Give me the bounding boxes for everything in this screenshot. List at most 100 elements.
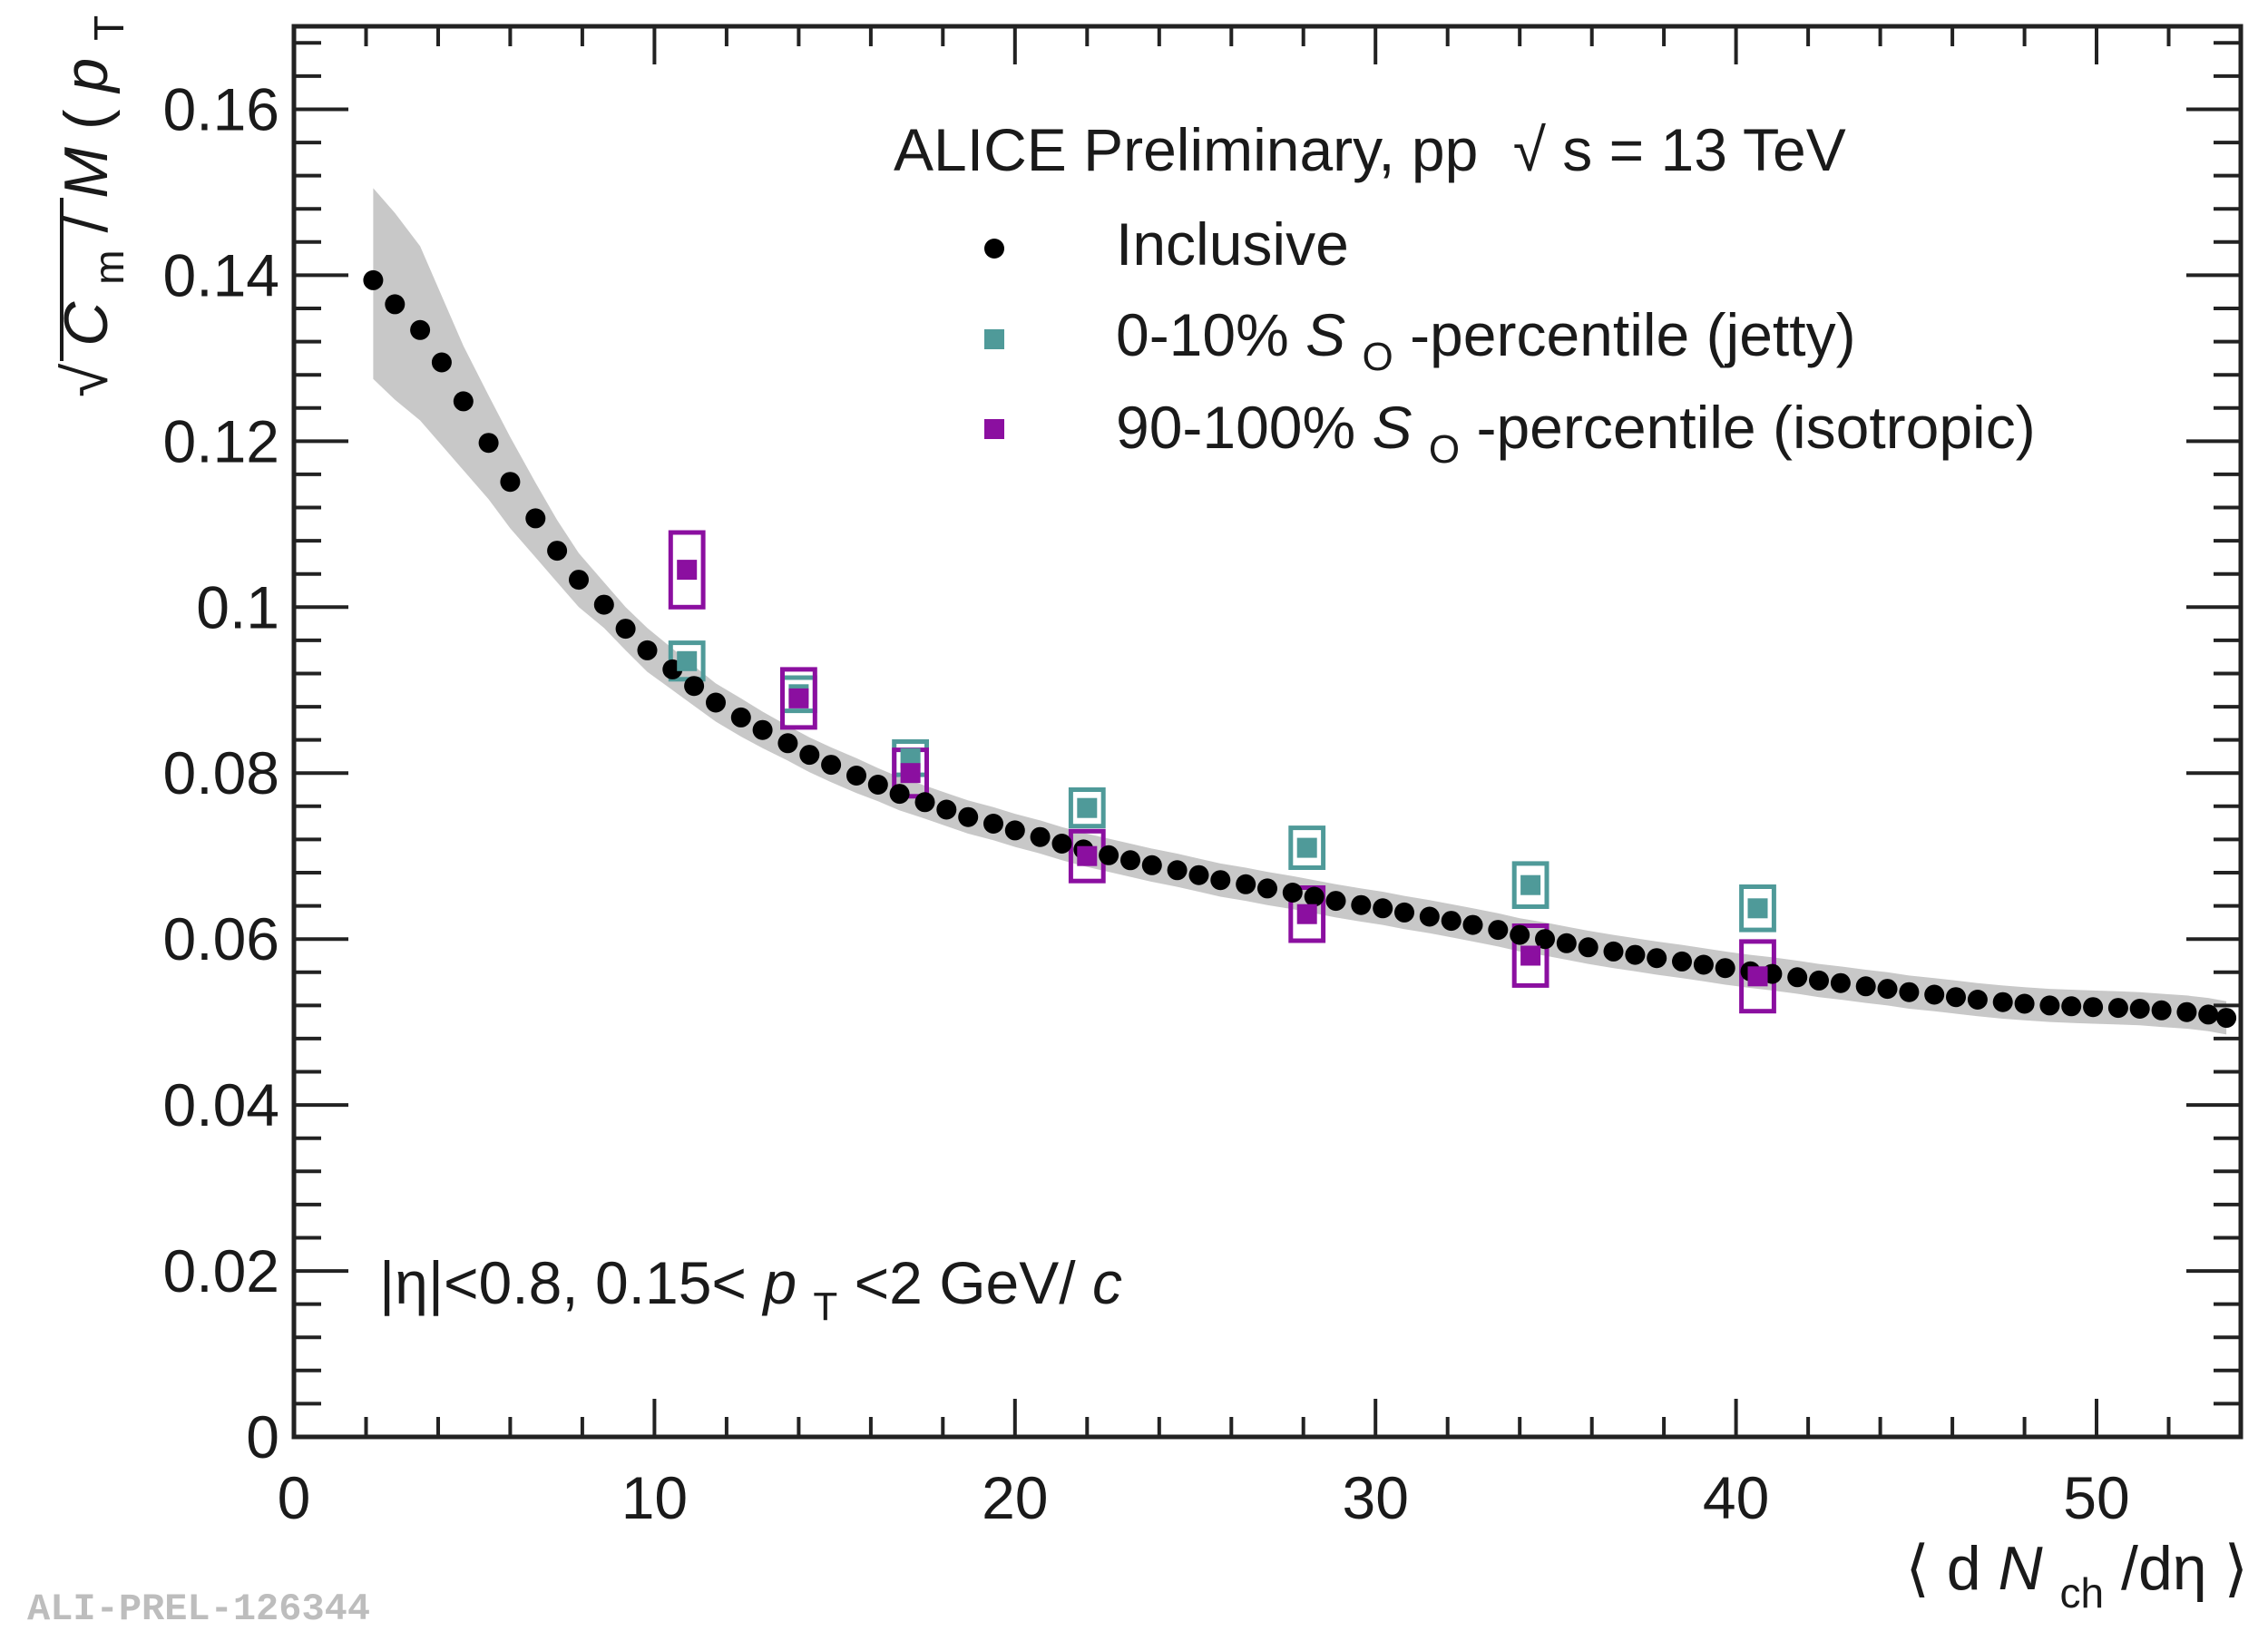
cut-pt-rest: <2 GeV/	[855, 1249, 1077, 1316]
systematic-boxes	[668, 530, 1776, 1014]
inclusive-point	[914, 792, 935, 813]
inclusive-point	[1462, 914, 1483, 935]
legend-iso-pre: 90-100%	[1116, 394, 1373, 461]
x-tick-label: 20	[982, 1464, 1048, 1531]
inclusive-point	[821, 755, 842, 776]
inclusive-point	[1120, 850, 1140, 871]
legend-jetty-S: S	[1305, 301, 1345, 368]
inclusive-point	[1167, 860, 1188, 881]
inclusive-point	[1578, 937, 1598, 958]
inclusive-point	[410, 319, 431, 340]
xlabel-open: ⟨ d	[1905, 1534, 1980, 1603]
inclusive-point	[385, 294, 406, 315]
isotropic-point	[1296, 904, 1317, 924]
inclusive-point	[1625, 944, 1646, 965]
isotropic-point	[677, 560, 698, 581]
inclusive-point	[1946, 987, 1966, 1008]
inclusive-point	[1787, 967, 1808, 988]
inclusive-point	[2151, 1000, 2172, 1021]
legend: Inclusive 0-10% S O -percentile (jetty) …	[984, 210, 2036, 475]
inclusive-point	[1257, 878, 1277, 899]
data-markers	[363, 269, 2237, 1029]
inclusive-point	[1351, 894, 1372, 915]
x-tick-label: 40	[1703, 1464, 1769, 1531]
inclusive-point	[1441, 911, 1461, 932]
inclusive-point	[867, 775, 888, 795]
inclusive-point	[2061, 996, 2082, 1017]
inclusive-point	[453, 391, 474, 412]
inclusive-point	[2198, 1004, 2219, 1025]
ylabel-slash: /	[52, 216, 121, 233]
inclusive-point	[569, 570, 589, 591]
isotropic-sys-box	[1511, 923, 1549, 988]
y-tick-label: 0.12	[163, 407, 279, 474]
legend-label-isotropic: 90-100% S O -percentile (isotropic)	[1116, 394, 2036, 475]
inclusive-point	[2039, 995, 2060, 1016]
inclusive-point	[1282, 883, 1303, 903]
inclusive-point	[1924, 984, 1945, 1005]
ylabel-C-sub: m	[85, 249, 132, 284]
inclusive-point	[1556, 933, 1577, 953]
inclusive-point	[777, 733, 798, 754]
cut-pt-p: p	[761, 1249, 797, 1316]
legend-label-jetty: 0-10% S O -percentile (jetty)	[1116, 301, 1856, 383]
y-tick-label: 0.02	[163, 1237, 279, 1304]
legend-iso-post: -percentile (isotropic)	[1476, 394, 2035, 461]
jetty-point	[1077, 797, 1098, 818]
inclusive-point	[2129, 999, 2150, 1019]
isotropic-point	[1747, 966, 1768, 987]
inclusive-point	[958, 806, 979, 827]
xlabel-N: N	[1999, 1534, 2044, 1603]
jetty-sys-box	[1288, 825, 1326, 870]
legend-marker-isotropic	[984, 419, 1004, 439]
inclusive-point	[752, 719, 773, 740]
axis-ticks	[292, 26, 2243, 1439]
inclusive-point	[1141, 855, 1162, 875]
ylabel-p: p	[52, 58, 121, 94]
inclusive-point	[431, 352, 452, 373]
y-tick-label: 0.16	[163, 76, 279, 143]
legend-marker-jetty	[984, 329, 1004, 349]
x-tick-label: 30	[1342, 1464, 1408, 1531]
inclusive-point	[706, 692, 726, 713]
inclusive-point	[730, 707, 751, 728]
y-tick-label: 0.14	[163, 241, 279, 308]
inclusive-point	[889, 784, 910, 805]
inclusive-point	[983, 814, 1003, 834]
inclusive-point	[1715, 958, 1735, 979]
x-axis-label: ⟨ d N ch /dη ⟩	[1905, 1534, 2248, 1621]
inclusive-point	[684, 676, 705, 697]
jetty-sys-box	[1511, 861, 1549, 910]
inclusive-point	[1304, 886, 1325, 907]
kinematic-cut-label: |η|<0.8, 0.15< p T <2 GeV/ c	[379, 1249, 1122, 1333]
inclusive-point	[593, 594, 614, 615]
isotropic-point	[788, 688, 809, 708]
isotropic-sys-box	[780, 667, 817, 730]
inclusive-point	[1236, 874, 1256, 894]
legend-iso-S: S	[1373, 394, 1413, 461]
inclusive-point	[1877, 979, 1898, 1000]
inclusive-point	[1188, 864, 1209, 885]
inclusive-point	[1603, 941, 1624, 962]
xlabel-rest: /dη ⟩	[2121, 1534, 2248, 1603]
plot-frame	[291, 24, 2244, 1440]
inclusive-point	[615, 619, 636, 640]
inclusive-point	[2014, 993, 2035, 1014]
inclusive-point	[1672, 951, 1692, 972]
ylabel-p-sub: T	[85, 15, 132, 41]
isotropic-point	[1520, 945, 1541, 966]
ylabel-M: M	[52, 147, 121, 199]
axis-tick-labels: 0 10 20 30 40 50 0 0.02 0.04 0.06 0.08 0.1 0.12 0.14 0…	[163, 76, 2130, 1532]
inclusive-point	[547, 541, 568, 562]
jetty-point	[1296, 837, 1317, 858]
x-tick-label: 50	[2063, 1464, 2129, 1531]
header-sqrt: √	[1513, 116, 1547, 183]
experiment-header: ALICE Preliminary, pp √ s = 13 TeV	[894, 116, 1846, 183]
jetty-point	[1747, 898, 1768, 919]
isotropic-point	[900, 763, 921, 784]
header-prefix: ALICE Preliminary, pp	[894, 116, 1478, 183]
inclusive-point	[1394, 902, 1414, 923]
jetty-point	[1520, 874, 1541, 895]
y-tick-label: 0.1	[196, 573, 279, 640]
